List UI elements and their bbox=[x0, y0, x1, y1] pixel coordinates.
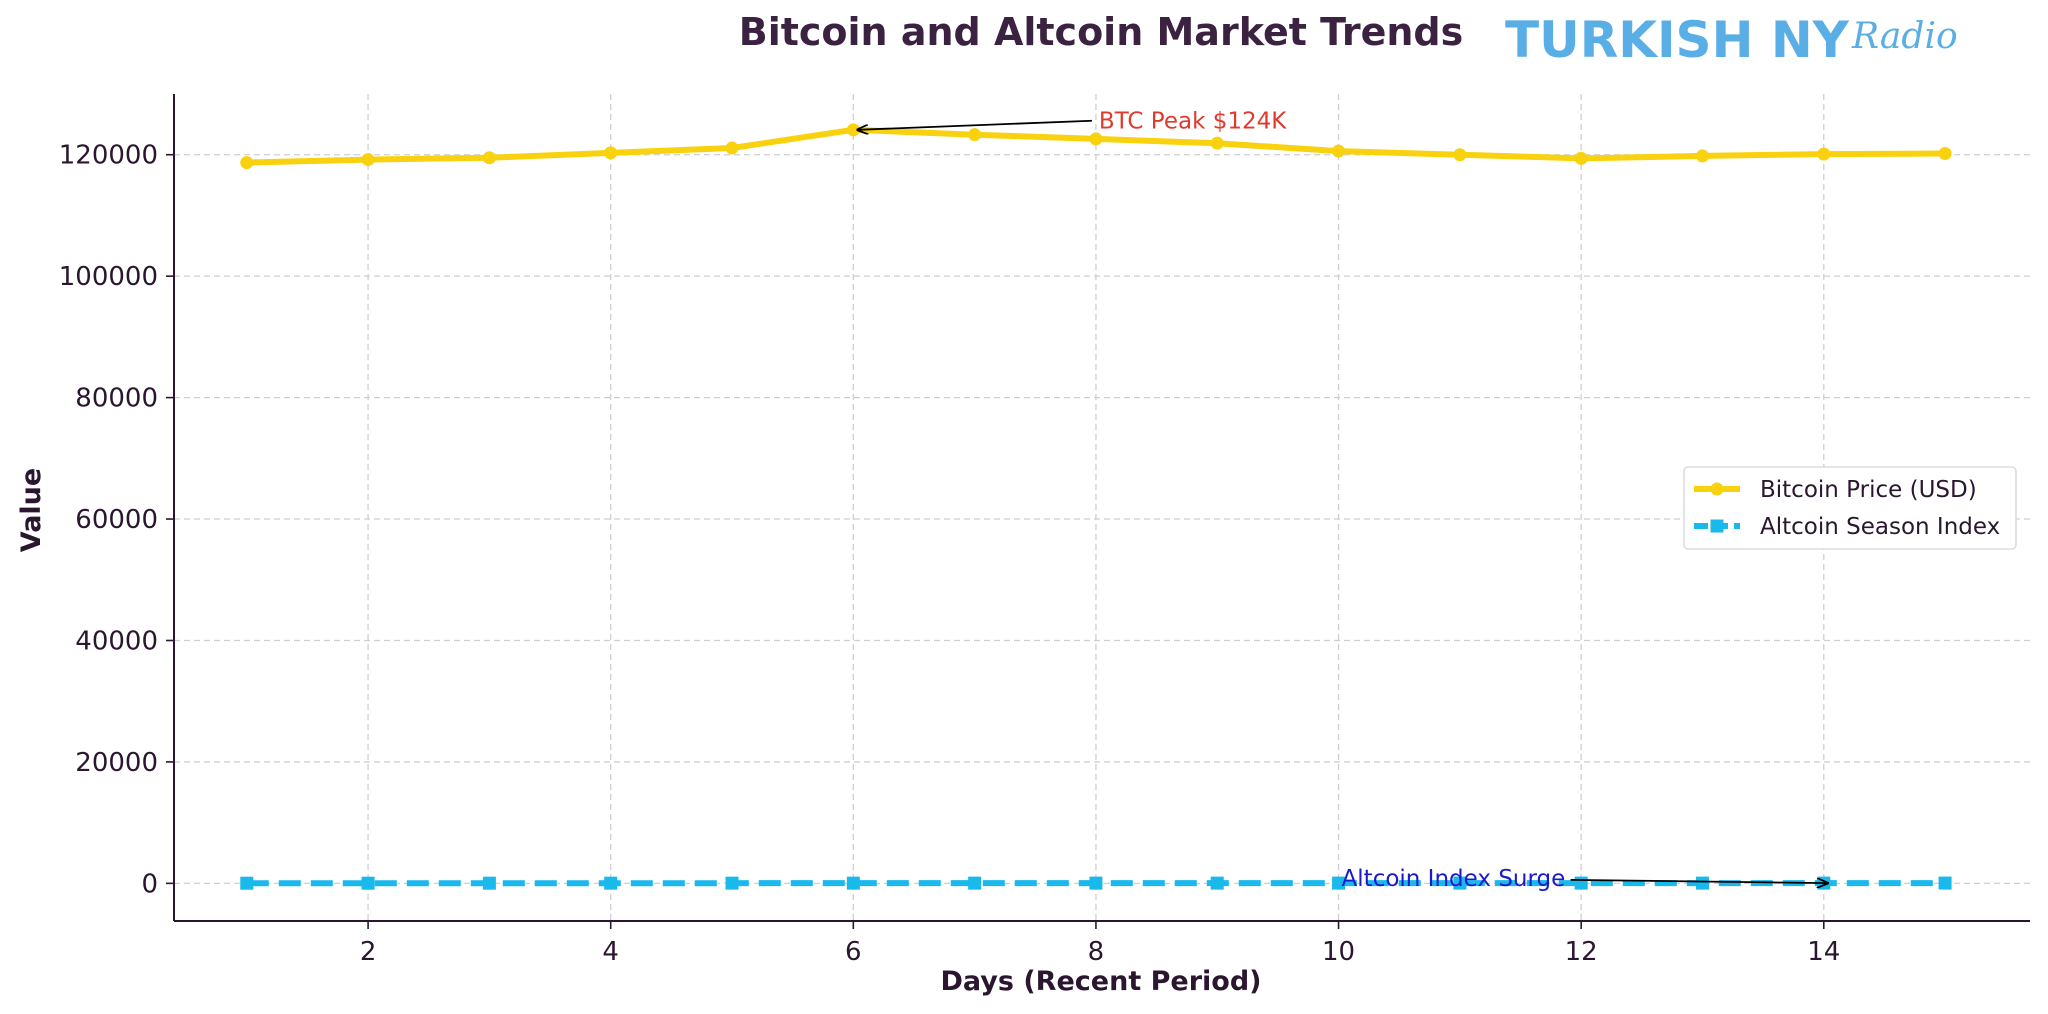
series-1-point-11 bbox=[1453, 876, 1467, 890]
y-tick-label-60000: 60000 bbox=[75, 505, 158, 535]
series-0-point-2 bbox=[361, 153, 375, 167]
series-0-point-13 bbox=[1695, 149, 1709, 163]
x-tick-label-4: 4 bbox=[602, 937, 619, 967]
x-tick-label-2: 2 bbox=[360, 937, 377, 967]
series-0-point-11 bbox=[1453, 148, 1467, 162]
annotations: BTC Peak $124K Altcoin Index Surge bbox=[857, 109, 1827, 892]
x-tick-label-10: 10 bbox=[1322, 937, 1355, 967]
series-0-point-4 bbox=[604, 146, 618, 160]
x-tick-label-6: 6 bbox=[845, 937, 862, 967]
series-1-point-13 bbox=[1695, 876, 1709, 890]
series-1-point-12 bbox=[1574, 876, 1588, 890]
series-0-point-15 bbox=[1938, 147, 1952, 161]
series-1-point-6 bbox=[846, 876, 860, 890]
y-tick-label-0: 0 bbox=[141, 869, 158, 899]
legend-marker-1 bbox=[1710, 519, 1724, 533]
annotation-arrow-1 bbox=[1570, 880, 1828, 883]
axes: 2 4 6 8 10 12 14 0 20000 40000 60000 80000 100000 120… bbox=[59, 94, 2030, 967]
legend: Bitcoin Price (USD) Altcoin Season Index bbox=[1683, 466, 2017, 550]
legend-label-0: Bitcoin Price (USD) bbox=[1760, 477, 1977, 503]
annotation-label-0: BTC Peak $124K bbox=[1099, 109, 1287, 135]
series-1-point-15 bbox=[1938, 876, 1952, 890]
annotation-arrow-0 bbox=[857, 119, 1092, 130]
series-1-point-4 bbox=[604, 876, 618, 890]
series-1-point-10 bbox=[1332, 876, 1346, 890]
logo-text-main: TURKISH NY bbox=[1505, 11, 1850, 69]
legend-label-1: Altcoin Season Index bbox=[1760, 514, 2000, 540]
y-tick-label-80000: 80000 bbox=[75, 384, 158, 414]
x-axis-label: Days (Recent Period) bbox=[940, 966, 1261, 997]
turkish-ny-radio-logo: TURKISH NY Radio bbox=[1505, 11, 1958, 69]
y-tick-label-120000: 120000 bbox=[59, 141, 158, 171]
x-tick-label-8: 8 bbox=[1088, 937, 1105, 967]
series-1-point-8 bbox=[1089, 876, 1103, 890]
y-tick-label-40000: 40000 bbox=[75, 626, 158, 656]
y-axis-label: Value bbox=[16, 468, 47, 552]
series-0-point-3 bbox=[482, 151, 496, 165]
series-0-point-7 bbox=[968, 128, 982, 142]
chart-title: Bitcoin and Altcoin Market Trends bbox=[739, 10, 1464, 54]
series-0-point-14 bbox=[1817, 147, 1831, 161]
series-1-point-5 bbox=[725, 876, 739, 890]
x-tick-label-12: 12 bbox=[1565, 937, 1598, 967]
legend-marker-0 bbox=[1710, 482, 1724, 496]
logo-text-script: Radio bbox=[1851, 16, 1958, 57]
y-tick-label-100000: 100000 bbox=[59, 262, 158, 292]
series-0-point-12 bbox=[1574, 151, 1588, 165]
series-0-point-1 bbox=[240, 156, 254, 170]
series-0-point-10 bbox=[1332, 144, 1346, 158]
series-1-point-9 bbox=[1210, 876, 1224, 890]
legend-box bbox=[1683, 466, 2017, 550]
series-1-point-2 bbox=[361, 876, 375, 890]
series-0-point-9 bbox=[1210, 136, 1224, 150]
x-tick-label-14: 14 bbox=[1807, 937, 1840, 967]
series-0-point-5 bbox=[725, 141, 739, 155]
series-1-point-3 bbox=[482, 876, 496, 890]
series-0-point-8 bbox=[1089, 132, 1103, 146]
annotation-label-1: Altcoin Index Surge bbox=[1342, 866, 1566, 892]
y-tick-label-20000: 20000 bbox=[75, 748, 158, 778]
series-1-point-1 bbox=[240, 876, 254, 890]
series-1-point-7 bbox=[968, 876, 982, 890]
